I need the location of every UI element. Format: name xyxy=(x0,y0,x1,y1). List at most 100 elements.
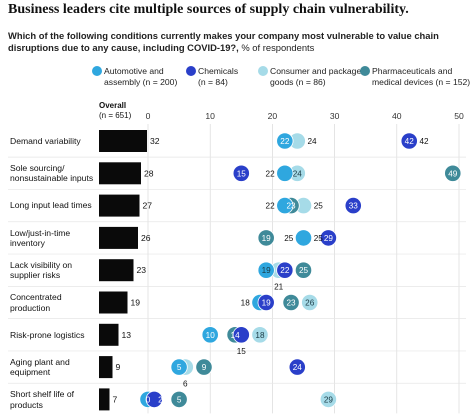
data-point-label: 15 xyxy=(237,169,247,178)
legend-swatch xyxy=(258,66,268,76)
row-label: Short shelf life of products xyxy=(10,389,75,410)
overall-bar xyxy=(99,259,134,282)
data-point-label: 22 xyxy=(266,169,276,178)
data-point-label: 23 xyxy=(287,299,297,308)
data-point-label: 15 xyxy=(237,347,247,356)
overall-value-label: 28 xyxy=(144,168,154,178)
data-point-label: 19 xyxy=(262,266,272,275)
data-point-chemicals xyxy=(288,358,306,376)
legend-label: Chemicals (n = 84) xyxy=(198,66,239,87)
data-point-automotive xyxy=(257,261,275,279)
data-point-label: 42 xyxy=(419,137,429,146)
chart-title: Business leaders cite multiple sources o… xyxy=(8,2,409,17)
overall-bar xyxy=(99,356,113,379)
overall-bar xyxy=(99,323,119,346)
data-point-label: 21 xyxy=(274,282,284,291)
overall-bar xyxy=(99,162,141,185)
data-point-pharma xyxy=(257,229,275,247)
data-point-label: 24 xyxy=(293,363,303,372)
data-point-chemicals xyxy=(344,197,362,215)
data-point-label: 18 xyxy=(255,331,265,340)
row-label: Sole sourcing/nonsustainable inputs xyxy=(10,162,94,184)
legend-swatch xyxy=(186,66,196,76)
data-point-label: 33 xyxy=(349,202,359,211)
subtitle-question: Which of the following conditions curren… xyxy=(8,30,439,53)
data-point-automotive xyxy=(276,164,294,182)
data-point-label: 25 xyxy=(314,234,324,243)
data-point-label: 49 xyxy=(448,169,458,178)
data-point-pharma xyxy=(444,164,462,182)
row-label: Long input lead times xyxy=(10,200,92,211)
x-tick-label: 20 xyxy=(268,111,278,121)
row-label: Demand variability xyxy=(10,135,81,146)
legend-swatch xyxy=(360,66,370,76)
data-point-label: 10 xyxy=(206,331,216,340)
chart-subtitle: Which of the following conditions curren… xyxy=(8,30,448,53)
data-point-label: 24 xyxy=(307,137,317,146)
data-point-automotive xyxy=(276,197,294,215)
overall-value-label: 32 xyxy=(150,136,160,146)
data-point-label: 0 xyxy=(146,395,151,404)
data-point-pharma xyxy=(282,293,300,312)
overall-bar xyxy=(99,194,140,217)
legend-swatch xyxy=(92,66,102,76)
x-tick-label: 50 xyxy=(454,111,464,121)
data-point-label: 29 xyxy=(324,234,334,243)
overall-bar xyxy=(99,226,138,249)
legend-label: Consumer and packaged goods (n = 86) xyxy=(270,66,367,87)
row-label: Low/just-in-time inventory xyxy=(10,227,71,249)
data-point-automotive xyxy=(276,132,294,150)
data-point-label: 42 xyxy=(405,137,415,146)
data-point-label: 29 xyxy=(324,395,334,404)
data-point-label: 25 xyxy=(284,234,294,243)
data-point-label: 9 xyxy=(202,363,207,372)
data-point-chemicals xyxy=(276,261,294,279)
data-point-label: 19 xyxy=(262,299,272,308)
data-point-label: 18 xyxy=(241,299,251,308)
data-point-chemicals xyxy=(319,229,337,247)
data-point-chemicals xyxy=(400,132,418,150)
legend-label: Pharmaceuticals and medical devices (n = … xyxy=(372,66,471,87)
row-label: Aging plant and equipment xyxy=(10,356,70,378)
data-point-label: 26 xyxy=(305,299,315,308)
data-point-automotive xyxy=(201,326,219,344)
data-point-pharma xyxy=(195,358,213,376)
overall-label: Overall xyxy=(99,101,127,110)
overall-value-label: 9 xyxy=(116,362,121,372)
overall-value-label: 19 xyxy=(131,298,141,308)
data-point-label: 19 xyxy=(262,234,272,243)
legend-label: Automotive and assembly (n = 200) xyxy=(104,66,178,87)
data-point-label: 2 xyxy=(158,395,163,404)
data-point-label: 25 xyxy=(299,266,309,275)
data-point-consumer xyxy=(319,390,337,408)
data-point-chemicals xyxy=(145,390,163,408)
row-label: Concentrated production xyxy=(10,292,62,313)
x-tick-label: 10 xyxy=(205,111,215,121)
data-point-label: 5 xyxy=(177,395,182,404)
row-label: Lack visibility on supplier risks xyxy=(10,259,73,281)
x-tick-label: 30 xyxy=(330,111,340,121)
overall-header: Overall (n = 651) xyxy=(99,101,131,120)
data-point-label: 5 xyxy=(177,363,182,372)
overall-value-label: 7 xyxy=(113,394,118,404)
row-label: Risk-prone logistics xyxy=(10,329,85,340)
overall-bar xyxy=(99,388,110,411)
data-point-label: 24 xyxy=(293,169,303,178)
data-point-label: 25 xyxy=(314,202,324,211)
data-point-label: 14 xyxy=(231,331,241,340)
data-point-pharma xyxy=(294,261,313,279)
data-point-automotive xyxy=(170,358,188,376)
data-point-chemicals xyxy=(232,326,250,344)
data-point-consumer xyxy=(301,293,319,312)
overall-value-label: 23 xyxy=(137,265,147,275)
overall-bar xyxy=(99,130,147,152)
x-tick-label: 40 xyxy=(392,111,402,121)
overall-bar xyxy=(99,291,128,314)
data-point-label: 23 xyxy=(287,202,297,211)
data-point-automotive xyxy=(294,229,313,247)
overall-n: (n = 651) xyxy=(99,110,132,120)
data-point-label: 6 xyxy=(183,379,188,388)
data-point-consumer xyxy=(251,326,269,344)
